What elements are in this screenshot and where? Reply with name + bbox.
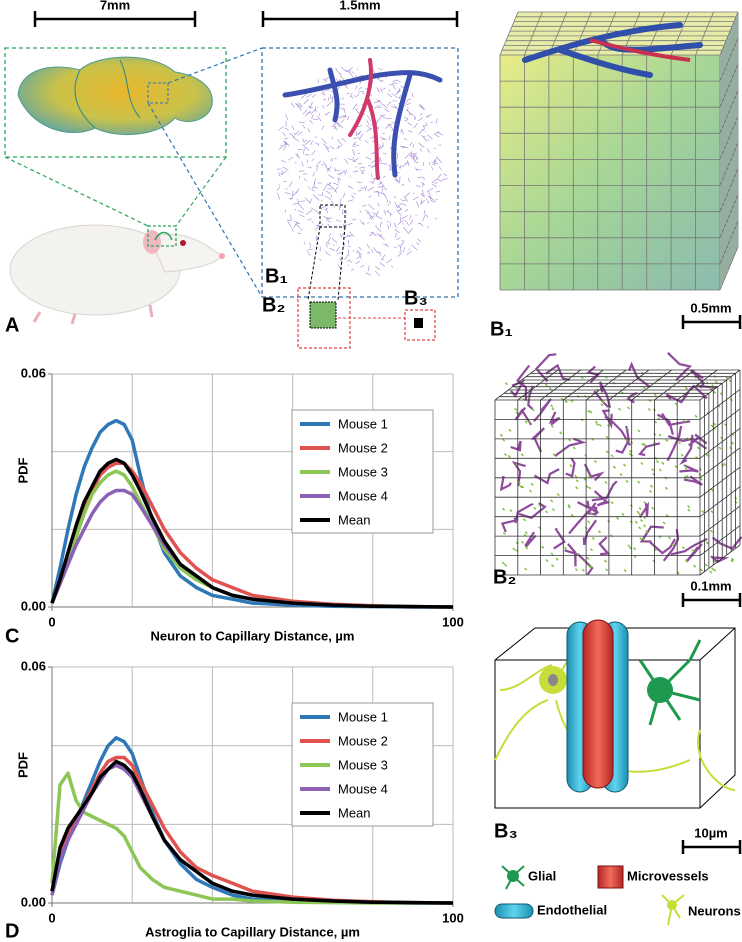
tissue-cube-b2 [494, 352, 742, 576]
line [50, 418, 453, 609]
x-tick-label: 100 [442, 910, 464, 925]
tissue [500, 55, 720, 290]
mini-cube [309, 301, 423, 329]
scale-label: 0.5mm [690, 300, 731, 315]
panel-label: D [5, 920, 19, 942]
panel-label: B₃ [404, 287, 428, 309]
panel-label: B₃ [494, 820, 518, 842]
x-axis-label: Astroglia to Capillary Distance, µm [145, 924, 360, 939]
panel-label: B₁ [490, 318, 513, 340]
y-tick-label: 0.00 [21, 894, 46, 909]
cell-legend: Glial Microvessels Endothelial Neurons [494, 865, 741, 926]
legend-label: Endothelial [537, 902, 607, 917]
x-tick-label: 0 [48, 910, 55, 925]
legend-label: Mouse 4 [338, 488, 388, 503]
panel-label: C [5, 625, 19, 647]
panel-label: B₂ [493, 566, 516, 588]
scale-bar: 10µm [681, 825, 742, 854]
rat-photo [9, 224, 225, 325]
y-tick-label: 0.00 [21, 598, 46, 613]
scale-label: 10µm [694, 825, 728, 840]
artery [282, 67, 443, 178]
legend-label: Mouse 3 [338, 464, 388, 479]
legend-label: Neurons [688, 903, 741, 918]
cells [499, 371, 738, 575]
scale-bar: 0.1mm [681, 578, 742, 607]
legend-label: Mean [338, 512, 371, 527]
x-tick-label: 100 [442, 614, 464, 629]
legend-label: Mouse 1 [338, 416, 388, 431]
zoom-boxes [297, 204, 436, 349]
vein [348, 58, 380, 180]
line [50, 759, 454, 905]
legend-label: Mean [338, 805, 371, 820]
panel-label: B₁ [265, 265, 288, 287]
y-tick-label: 0.06 [21, 658, 46, 673]
line [50, 457, 454, 609]
legend-label: Microvessels [627, 868, 709, 883]
cell-cube-b3 [494, 619, 736, 809]
vessel-network [261, 47, 459, 298]
scale-bar: 0.5mm [681, 300, 742, 329]
legend-label: Mouse 1 [338, 709, 388, 724]
x-tick-label: 0 [48, 614, 55, 629]
vessels [589, 38, 691, 62]
scale-bar: 1.5mm [261, 0, 459, 27]
x-axis-label: Neuron to Capillary Distance, µm [151, 628, 355, 643]
scale-label: 0.1mm [690, 578, 731, 593]
y-axis-label: PDF [15, 752, 30, 778]
tissue-cube-b1 [499, 11, 739, 291]
cube-grid [494, 369, 741, 576]
vessels [499, 352, 742, 576]
legend-label: Glial [528, 868, 556, 883]
capillaries [276, 64, 448, 276]
panel-label: B₂ [262, 294, 285, 316]
legend-label: Mouse 3 [338, 757, 388, 772]
legend-label: Mouse 2 [338, 440, 388, 455]
legend-label: Mouse 4 [338, 781, 388, 796]
legend-label: Mouse 2 [338, 733, 388, 748]
scale-label: 7mm [100, 0, 130, 12]
connector [4, 47, 263, 298]
tissue [720, 12, 738, 290]
scale-bar: 7mm [33, 0, 197, 27]
scale-label: 1.5mm [339, 0, 380, 12]
y-tick-label: 0.06 [21, 365, 46, 380]
y-axis-label: PDF [15, 457, 30, 483]
brain-inset [4, 47, 227, 158]
panel-label: A [5, 314, 19, 336]
